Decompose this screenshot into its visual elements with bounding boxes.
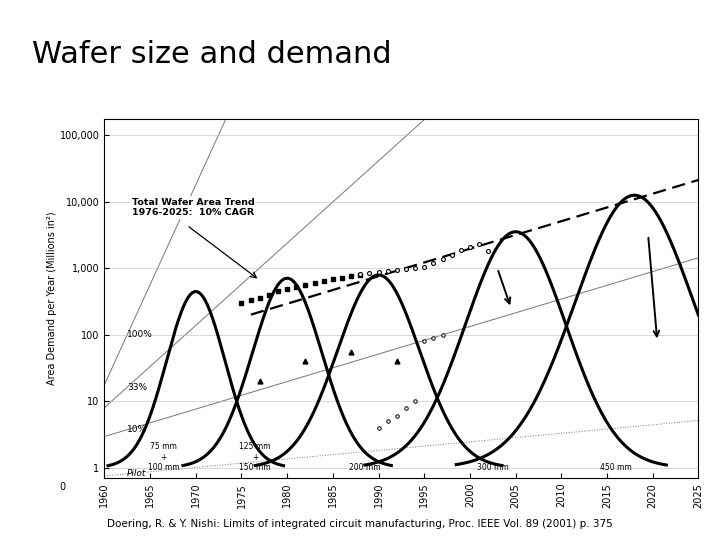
Text: Wafer size and demand: Wafer size and demand: [32, 40, 392, 69]
Y-axis label: Area Demand per Year (Millions in²): Area Demand per Year (Millions in²): [47, 212, 57, 385]
Text: Total Wafer Area Trend
1976-2025:  10% CAGR: Total Wafer Area Trend 1976-2025: 10% CA…: [132, 198, 255, 217]
Text: Doering, R. & Y. Nishi: Limits of integrated circuit manufacturing, Proc. IEEE V: Doering, R. & Y. Nishi: Limits of integr…: [107, 519, 613, 529]
Text: 75 mm
+
100 mm: 75 mm + 100 mm: [148, 442, 179, 472]
Text: 100%: 100%: [127, 330, 153, 339]
Text: 0: 0: [60, 482, 66, 492]
Text: 125 mm
+
150 mm: 125 mm + 150 mm: [239, 442, 271, 472]
Text: 200 mm: 200 mm: [349, 463, 381, 472]
Text: 33%: 33%: [127, 382, 148, 392]
Text: 10%: 10%: [127, 425, 148, 434]
Text: 450 mm: 450 mm: [600, 463, 632, 472]
Text: Pilot: Pilot: [127, 469, 147, 478]
Text: 300 mm: 300 mm: [477, 463, 508, 472]
